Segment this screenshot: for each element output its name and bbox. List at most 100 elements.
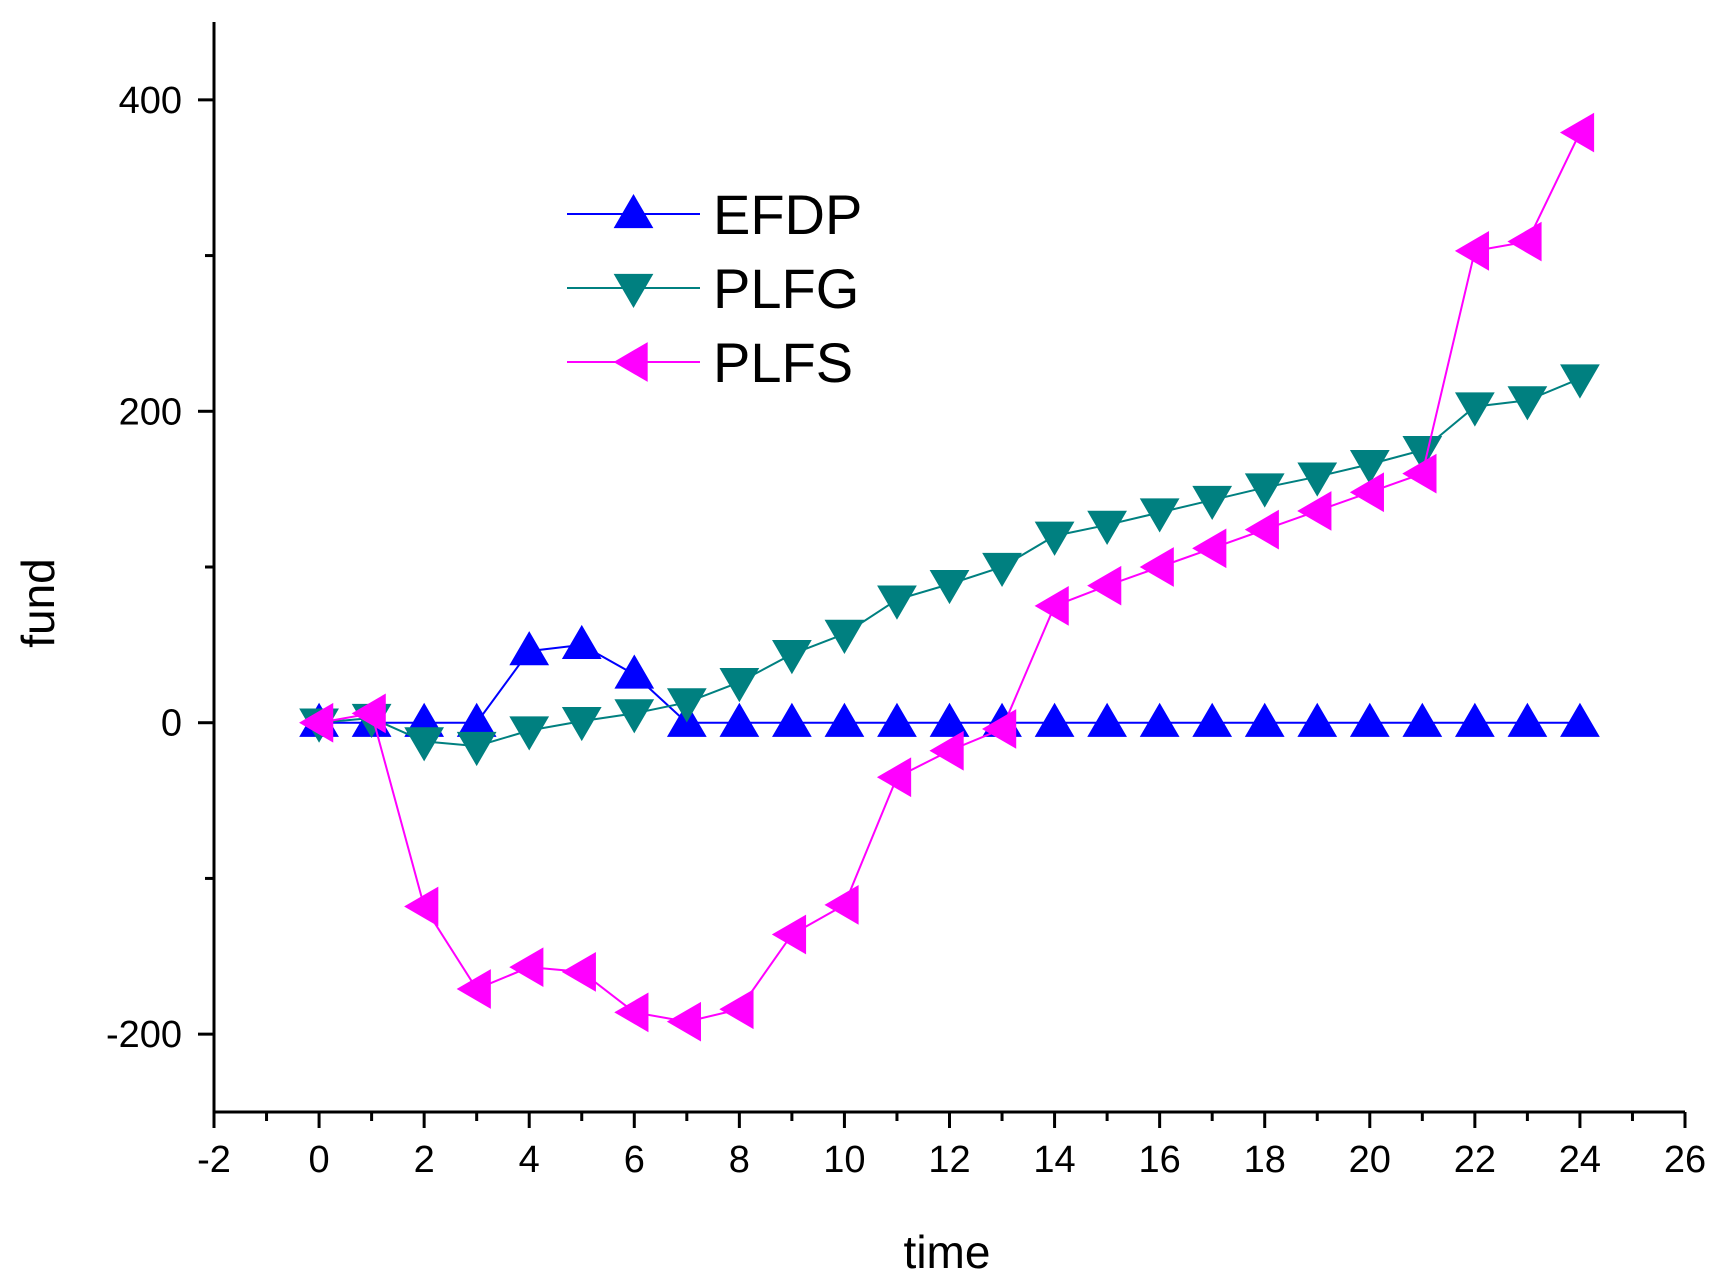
series-line-plfg <box>318 377 1581 748</box>
legend-marker <box>613 194 654 229</box>
data-point-plfg <box>1560 364 1600 399</box>
legend-label: PLFG <box>713 257 859 320</box>
series-layer <box>299 112 1600 1042</box>
data-point-plfs <box>561 951 596 992</box>
data-point-plfs <box>1244 509 1279 550</box>
legend-item-plfs: PLFS <box>567 331 853 394</box>
data-point-plfs <box>1559 112 1595 153</box>
data-point-plfs <box>1192 528 1227 569</box>
x-tick-label: 18 <box>1244 1139 1286 1181</box>
data-point-plfs <box>719 989 754 1030</box>
data-point-efdp <box>1454 702 1495 737</box>
data-point-plfg <box>1297 462 1338 497</box>
legend-marker <box>613 273 654 308</box>
data-point-plfg <box>824 619 865 654</box>
x-tick-label: 14 <box>1033 1139 1075 1181</box>
y-ticks: -200 0 200 400 <box>106 80 214 1056</box>
data-point-efdp <box>719 702 760 737</box>
data-point-efdp <box>1560 702 1600 737</box>
x-tick-label: 26 <box>1664 1139 1706 1181</box>
x-tick-label: 8 <box>729 1139 750 1181</box>
data-point-efdp <box>1297 702 1338 737</box>
x-ticks: -2 0 2 4 6 8 10 12 14 16 18 20 22 24 26 <box>197 1112 1706 1181</box>
data-point-plfs <box>1034 586 1069 626</box>
legend-item-plfg: PLFG <box>567 257 859 320</box>
legend-label: EFDP <box>713 183 862 246</box>
x-tick-label: 24 <box>1559 1139 1601 1181</box>
data-point-plfg <box>1454 392 1495 427</box>
data-point-plfs <box>1349 472 1384 513</box>
data-point-plfs <box>456 969 491 1009</box>
data-point-plfg <box>1139 498 1180 533</box>
data-point-efdp <box>877 702 917 737</box>
x-tick-label: 6 <box>624 1139 645 1181</box>
x-axis-title: time <box>904 1226 991 1278</box>
data-point-plfg <box>1507 386 1548 421</box>
y-axis-title: fund <box>12 558 64 648</box>
y-tick-label: 200 <box>119 391 182 433</box>
data-point-plfs <box>404 886 439 927</box>
data-point-plfs <box>1507 221 1542 262</box>
data-point-plfg <box>404 727 445 762</box>
y-tick-label: 400 <box>119 80 182 122</box>
data-point-plfs <box>351 693 386 734</box>
data-point-plfg <box>982 552 1022 587</box>
series-efdp <box>299 624 1600 737</box>
x-tick-label: 16 <box>1139 1139 1181 1181</box>
x-tick-label: 20 <box>1349 1139 1391 1181</box>
data-point-plfs <box>876 757 912 798</box>
data-point-plfs <box>771 914 807 955</box>
data-point-plfg <box>1192 485 1233 521</box>
data-point-efdp <box>614 654 655 689</box>
y-tick-label: 0 <box>161 703 182 745</box>
legend-item-efdp: EFDP <box>567 183 862 246</box>
data-point-efdp <box>1349 702 1390 737</box>
data-point-plfg <box>666 688 707 723</box>
data-point-plfs <box>614 992 649 1033</box>
data-point-plfg <box>1087 510 1127 545</box>
data-point-efdp <box>561 624 602 660</box>
data-point-plfg <box>1402 436 1443 471</box>
data-point-plfg <box>719 668 760 703</box>
x-tick-label: 22 <box>1454 1139 1496 1181</box>
x-tick-label: 12 <box>928 1139 970 1181</box>
data-point-efdp <box>1192 702 1233 737</box>
data-point-efdp <box>509 631 550 666</box>
y-tick-label: -200 <box>106 1014 182 1056</box>
data-point-plfs <box>1297 491 1332 531</box>
data-point-plfg <box>509 716 550 751</box>
data-point-plfg <box>614 699 655 734</box>
data-point-efdp <box>456 702 497 737</box>
data-point-plfg <box>877 585 917 620</box>
data-point-efdp <box>1402 702 1443 737</box>
data-point-plfs <box>299 702 334 743</box>
data-point-efdp <box>929 702 970 737</box>
series-plfs <box>299 112 1595 1042</box>
data-point-efdp <box>772 702 812 737</box>
data-point-plfs <box>1087 565 1122 606</box>
data-point-plfg <box>1034 521 1075 556</box>
legend-marker <box>613 342 648 382</box>
data-point-plfg <box>772 640 812 675</box>
data-point-plfg <box>929 569 970 605</box>
data-point-plfs <box>982 709 1017 749</box>
data-point-plfs <box>824 885 859 925</box>
data-point-plfs <box>929 730 964 771</box>
data-point-efdp <box>1507 702 1548 737</box>
data-point-plfg <box>561 706 602 742</box>
data-point-plfs <box>509 947 544 988</box>
x-tick-label: 0 <box>309 1139 330 1181</box>
data-point-efdp <box>1034 702 1075 737</box>
x-tick-label: 2 <box>414 1139 435 1181</box>
data-point-plfg <box>1349 450 1390 485</box>
data-point-efdp <box>824 702 865 737</box>
x-tick-label: 10 <box>823 1139 865 1181</box>
legend-label: PLFS <box>713 331 853 394</box>
legend: EFDP PLFG PLFS <box>567 183 862 394</box>
data-point-plfs <box>1454 231 1490 271</box>
data-point-plfs <box>1139 547 1174 587</box>
data-point-efdp <box>1139 702 1180 737</box>
data-point-plfs <box>666 1001 702 1042</box>
